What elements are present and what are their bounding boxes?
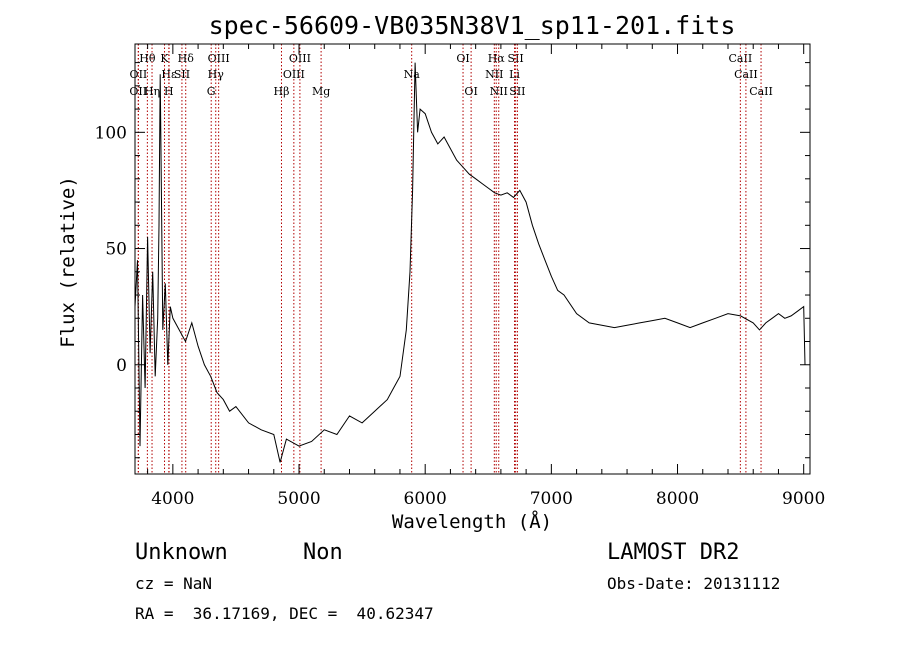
line-marker-label: CaII: [749, 85, 773, 98]
line-marker-label: Hα: [488, 52, 506, 65]
survey-label: LAMOST DR2: [607, 540, 739, 565]
line-marker-label: SII: [509, 85, 525, 98]
line-marker-label: Hε: [161, 68, 177, 81]
x-tick-label: 8000: [656, 489, 699, 509]
line-marker-label: SII: [174, 68, 190, 81]
class-label: Unknown: [135, 540, 228, 565]
x-tick-label: 9000: [782, 489, 825, 509]
line-marker-label: Li: [509, 68, 520, 81]
spectrum-series: [134, 62, 806, 463]
line-marker-label: H: [164, 85, 174, 98]
y-tick-label: 50: [105, 240, 127, 260]
chart-title: spec-56609-VB035N38V1_sp11-201.fits: [209, 11, 736, 40]
y-tick-label: 100: [95, 123, 127, 143]
line-marker-label: OIII: [289, 52, 311, 65]
y-tick-label: 0: [116, 356, 127, 376]
x-tick-label: 4000: [151, 489, 194, 509]
line-marker-label: Hθ: [139, 52, 156, 65]
line-marker-label: OI: [456, 52, 469, 65]
y-axis: 0 50 100: [95, 62, 810, 459]
line-marker-label: Hη: [144, 85, 160, 98]
line-marker-label: G: [207, 85, 216, 98]
x-axis: 4000 5000 6000 7000 8000 9000: [147, 44, 825, 509]
line-marker-label: OII: [130, 68, 148, 81]
x-tick-label: 5000: [277, 489, 320, 509]
y-axis-label: Flux (relative): [57, 176, 79, 348]
coordinates: RA = 36.17169, DEC = 40.62347: [135, 604, 434, 623]
line-marker-label: Mg: [312, 85, 330, 98]
plot-frame: [134, 43, 811, 475]
line-marker-label: Hγ: [208, 68, 225, 81]
line-marker-label: NII: [490, 85, 508, 98]
x-tick-label: 7000: [530, 489, 573, 509]
line-marker-label: Hβ: [274, 85, 290, 98]
obs-date: Obs-Date: 20131112: [607, 574, 780, 593]
line-marker-label: SII: [508, 52, 524, 65]
x-tick-label: 6000: [404, 489, 447, 509]
line-marker-label: OII: [129, 85, 147, 98]
line-marker-label: OI: [464, 85, 477, 98]
line-marker-label: Hδ: [178, 52, 195, 65]
line-marker-label: OIII: [208, 52, 230, 65]
spectrum-line: [134, 62, 806, 463]
line-marker-label: CaII: [734, 68, 758, 81]
line-marker-label: NII: [485, 68, 503, 81]
line-marker-label: Na: [404, 68, 421, 81]
x-axis-label: Wavelength (Å): [392, 510, 552, 533]
line-marker-label: K: [160, 52, 169, 65]
subclass-label: Non: [303, 540, 343, 565]
line-marker-label: OIII: [283, 68, 305, 81]
cz-value: cz = NaN: [135, 574, 212, 593]
line-marker-label: CaII: [729, 52, 753, 65]
